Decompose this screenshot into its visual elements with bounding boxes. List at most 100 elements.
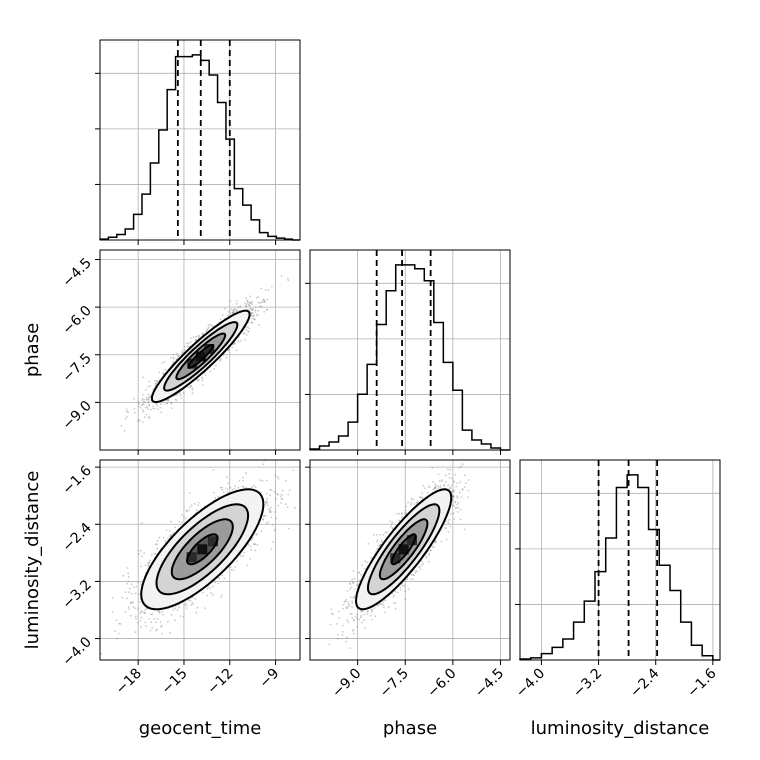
x-tick-label-luminosity-distance: −2.4 xyxy=(627,665,662,700)
sample-point xyxy=(141,421,144,423)
sample-point xyxy=(142,409,145,412)
sample-point xyxy=(119,623,122,625)
sample-point xyxy=(138,419,141,422)
sample-point xyxy=(254,486,257,488)
sample-point xyxy=(269,488,271,491)
sample-point xyxy=(273,490,276,493)
sample-point xyxy=(132,601,135,604)
sample-point xyxy=(154,382,157,385)
sample-point xyxy=(167,399,170,402)
sample-point xyxy=(190,337,192,340)
sample-point xyxy=(247,330,250,333)
sample-point xyxy=(189,385,192,388)
sample-point xyxy=(251,303,254,305)
sample-point xyxy=(132,606,135,608)
sample-point xyxy=(170,356,172,359)
sample-point xyxy=(138,601,141,603)
sample-point xyxy=(164,368,167,371)
sample-point xyxy=(249,545,252,548)
sample-point xyxy=(149,629,152,632)
sample-point xyxy=(232,311,235,314)
sample-point xyxy=(254,549,257,552)
sample-point xyxy=(184,604,186,606)
sample-point xyxy=(233,308,235,311)
sample-point xyxy=(144,564,147,567)
sample-point xyxy=(260,287,263,290)
sample-point xyxy=(250,314,253,317)
panel-background xyxy=(310,250,510,450)
sample-point xyxy=(143,398,146,401)
sample-point xyxy=(236,309,238,311)
sample-point xyxy=(160,411,163,413)
sample-point xyxy=(274,497,277,500)
sample-point xyxy=(140,611,142,613)
sample-point xyxy=(244,339,247,341)
sample-point xyxy=(239,340,242,342)
sample-point xyxy=(243,332,246,335)
sample-point xyxy=(244,305,247,308)
sample-point xyxy=(161,632,164,635)
sample-point xyxy=(173,356,175,359)
sample-point xyxy=(127,572,130,575)
sample-point xyxy=(150,408,152,411)
sample-point xyxy=(155,629,158,632)
sample-point xyxy=(196,380,199,382)
sample-point xyxy=(264,514,267,517)
panels: −4.0 −3.2 −2.4 −1.6−9.0−7.5−6.0−4.5−18 −15 −1… xyxy=(59,39,721,701)
sample-point xyxy=(255,533,258,536)
sample-point xyxy=(251,538,253,540)
sample-point xyxy=(138,402,140,405)
sample-point xyxy=(201,377,204,380)
sample-point xyxy=(155,621,158,623)
sample-point xyxy=(162,372,165,375)
sample-point xyxy=(238,480,241,482)
sample-point xyxy=(186,342,188,345)
y-tick-label-phase: −9.0 xyxy=(59,398,94,433)
sample-point xyxy=(265,492,268,495)
sample-point xyxy=(233,342,236,345)
hist-panel-luminosity-distance: −4.0 −3.2 −2.4 −1.6 xyxy=(513,459,721,701)
sample-point xyxy=(144,611,146,614)
sample-point xyxy=(190,504,193,506)
sample-point xyxy=(175,399,178,401)
sample-point xyxy=(152,407,155,410)
sample-point xyxy=(170,613,173,616)
sample-point xyxy=(147,408,149,411)
sample-point xyxy=(247,330,250,333)
sample-point xyxy=(118,622,121,625)
sample-point xyxy=(286,277,289,280)
panel-frame xyxy=(309,249,511,451)
sample-point xyxy=(137,400,140,403)
sample-point xyxy=(174,607,177,610)
sample-point xyxy=(198,335,200,338)
sample-point xyxy=(244,302,247,304)
sample-point xyxy=(232,311,234,314)
contour-line xyxy=(150,309,251,404)
sample-point xyxy=(280,502,282,504)
sample-point xyxy=(263,301,265,303)
sample-point xyxy=(195,339,198,341)
sample-point xyxy=(201,384,204,386)
sample-point xyxy=(336,623,338,625)
sample-point xyxy=(267,289,270,291)
sample-point xyxy=(172,353,175,356)
sample-point xyxy=(179,392,181,394)
sample-point xyxy=(124,611,127,613)
sample-point xyxy=(126,597,129,600)
sample-point xyxy=(151,627,154,629)
sample-point xyxy=(273,529,276,532)
sample-point xyxy=(147,402,149,404)
sample-point xyxy=(206,587,209,590)
sample-point xyxy=(254,311,257,313)
sample-point xyxy=(258,305,261,308)
sample-point xyxy=(185,509,188,512)
sample-point xyxy=(243,551,246,554)
sample-point xyxy=(158,610,161,613)
sample-point xyxy=(227,491,229,494)
sample-point xyxy=(266,497,268,500)
sample-point xyxy=(147,398,150,400)
sample-point xyxy=(179,394,182,397)
sample-point xyxy=(161,611,163,613)
sample-point xyxy=(126,415,128,418)
sample-point xyxy=(242,555,245,557)
